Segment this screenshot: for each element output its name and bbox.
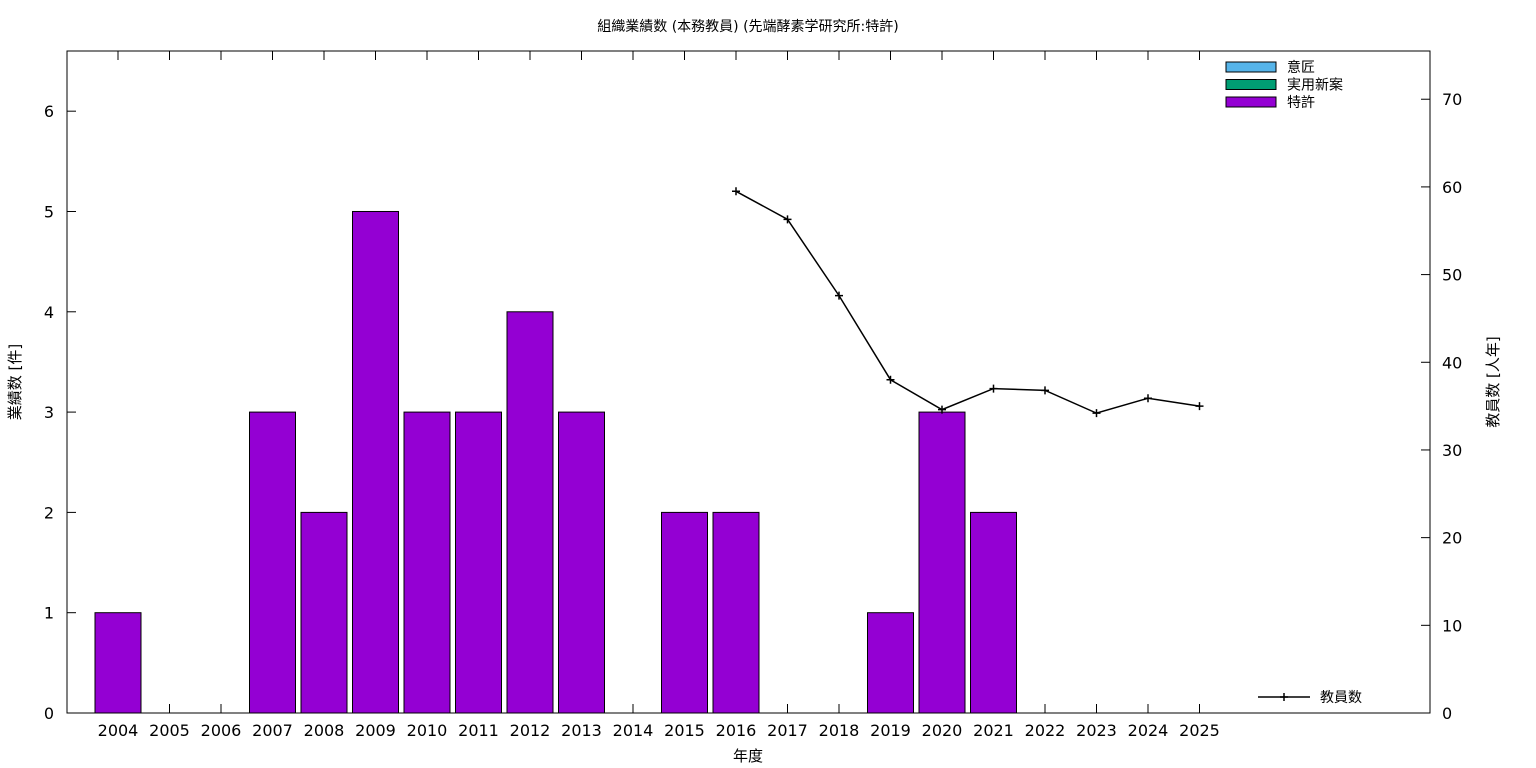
x-tick-label: 2005 xyxy=(149,721,190,740)
y-right-tick-label: 10 xyxy=(1442,616,1462,635)
bar-2-2013 xyxy=(558,411,605,714)
y-left-tick-label: 4 xyxy=(44,303,54,322)
line-faculty-count xyxy=(735,190,1200,414)
y-right-tick-label: 70 xyxy=(1442,90,1462,109)
x-tick-label: 2008 xyxy=(304,721,345,740)
y-left-tick-label: 2 xyxy=(44,503,54,522)
y-right-tick-label: 0 xyxy=(1442,704,1452,723)
legend-line: 教員数 xyxy=(1258,690,1362,706)
y-axis-label-left: 業績数 [件] xyxy=(6,344,24,420)
legend-swatch-0 xyxy=(1225,61,1277,73)
x-tick-label: 2021 xyxy=(973,721,1014,740)
line-point-2017 xyxy=(783,215,792,224)
y-left-tick-label: 1 xyxy=(44,604,54,623)
bar-2-2008 xyxy=(300,511,348,714)
bars-layer xyxy=(94,210,1017,714)
line-point-2023 xyxy=(1092,409,1101,418)
x-tick-label: 2014 xyxy=(613,721,654,740)
x-tick-label: 2018 xyxy=(819,721,860,740)
x-tick-label: 2012 xyxy=(510,721,551,740)
line-point-2022 xyxy=(1041,386,1049,395)
line-point-2025 xyxy=(1195,402,1204,411)
x-tick-label: 2025 xyxy=(1179,721,1220,740)
x-tick-label: 2011 xyxy=(458,721,499,740)
legend-label-1: 実用新案 xyxy=(1287,77,1343,94)
x-tick-label: 2020 xyxy=(922,721,963,740)
line-layer xyxy=(732,187,1204,418)
bar-2-2007 xyxy=(249,411,296,714)
x-tick-label: 2004 xyxy=(98,721,139,740)
line-point-2021 xyxy=(989,384,998,393)
bar-2-2010 xyxy=(403,411,451,714)
y-right-tick-label: 30 xyxy=(1442,441,1462,460)
x-tick-label: 2023 xyxy=(1076,721,1117,740)
line-point-2020 xyxy=(938,405,946,414)
x-tick-label: 2024 xyxy=(1128,721,1169,740)
legend-swatch-2 xyxy=(1225,96,1277,108)
chart-title: 組織業績数 (本務教員) (先端酵素学研究所:特許) xyxy=(597,19,898,35)
x-tick-label: 2017 xyxy=(767,721,808,740)
x-axis-label: 年度 xyxy=(733,747,763,765)
legend-label-2: 特許 xyxy=(1287,95,1315,111)
line-point-2018 xyxy=(835,291,843,300)
y-left-tick-label: 6 xyxy=(44,102,54,121)
bar-2-2019 xyxy=(867,612,914,714)
y-left-tick-label: 3 xyxy=(44,403,54,422)
bar-2-2016 xyxy=(712,511,760,714)
y-left-tick-label: 0 xyxy=(44,704,54,723)
x-tick-label: 2007 xyxy=(252,721,293,740)
y-axis-label-right: 教員数 [人年] xyxy=(1484,336,1502,427)
legend-swatch-1 xyxy=(1225,79,1277,90)
x-tick-label: 2019 xyxy=(870,721,911,740)
x-tick-label: 2016 xyxy=(716,721,757,740)
line-point-2024 xyxy=(1144,394,1152,403)
line-point-2016 xyxy=(732,187,740,196)
bar-2-2012 xyxy=(506,311,554,714)
y-right-tick-label: 40 xyxy=(1442,353,1462,372)
x-tick-label: 2006 xyxy=(201,721,242,740)
bar-2-2020 xyxy=(918,411,966,714)
bar-2-2021 xyxy=(970,511,1017,714)
line-point-2019 xyxy=(886,375,895,384)
x-tick-label: 2010 xyxy=(407,721,448,740)
x-tick-label: 2015 xyxy=(664,721,705,740)
x-tick-label: 2022 xyxy=(1025,721,1066,740)
bar-2-2011 xyxy=(455,411,502,714)
y-right-tick-label: 60 xyxy=(1442,178,1462,197)
y-right-tick-label: 20 xyxy=(1442,529,1462,548)
y-left-tick-label: 5 xyxy=(44,202,54,221)
y-right-tick-label: 50 xyxy=(1442,266,1462,285)
legend-line-marker xyxy=(1280,693,1288,701)
x-tick-label: 2013 xyxy=(561,721,602,740)
bar-2-2009 xyxy=(352,210,399,714)
legend-line-label: 教員数 xyxy=(1320,690,1362,706)
legend-label-0: 意匠 xyxy=(1287,59,1315,76)
bar-2-2015 xyxy=(661,511,708,714)
x-tick-label: 2009 xyxy=(355,721,396,740)
bar-2-2004 xyxy=(94,612,142,714)
